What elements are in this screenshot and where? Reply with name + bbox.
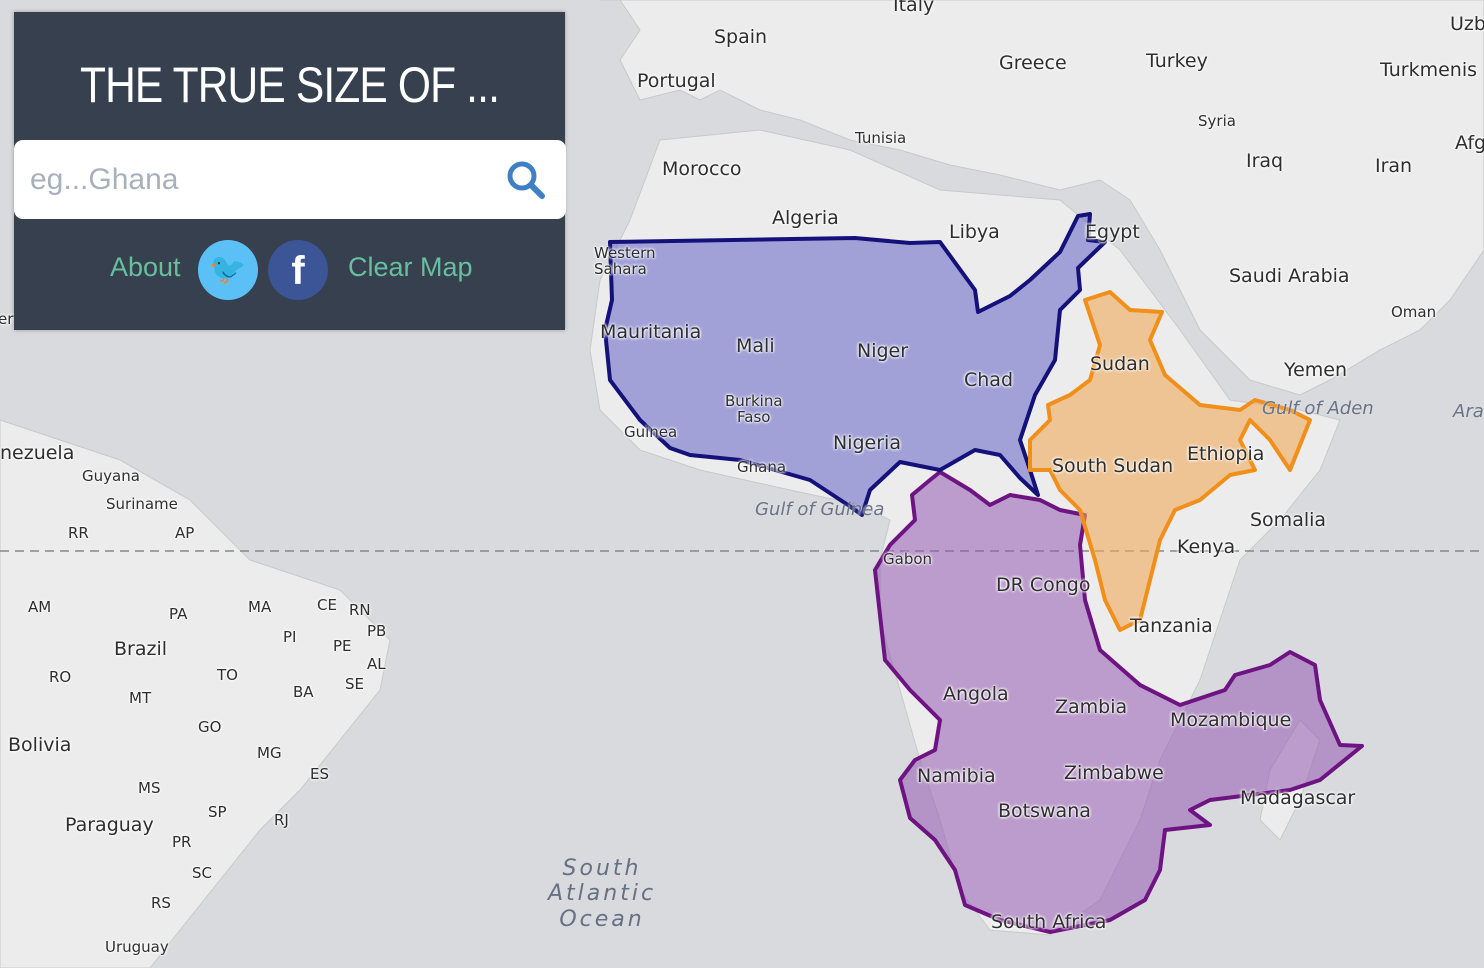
map-label: Uzb — [1450, 13, 1484, 35]
map-label: MG — [257, 744, 282, 762]
map-label: Guinea — [624, 423, 678, 441]
map-label: Sudan — [1090, 353, 1150, 375]
map-label: Nigeria — [833, 432, 901, 454]
map-label: DR Congo — [996, 574, 1091, 596]
map-label: GO — [198, 718, 222, 736]
about-link[interactable]: About — [110, 252, 181, 282]
map-label: Afg — [1455, 132, 1484, 154]
search-box — [14, 140, 566, 219]
map-label: Western Sahara — [594, 244, 656, 278]
map-label: Kenya — [1177, 536, 1236, 558]
map-label: Turkmenis — [1380, 59, 1477, 81]
map-label: Gulf of Aden — [1262, 398, 1374, 419]
map-label: Madagascar — [1240, 787, 1356, 809]
map-label: Spain — [714, 26, 768, 48]
map-label: Yemen — [1284, 359, 1348, 381]
map-label: AM — [28, 598, 52, 616]
map-label: TO — [217, 666, 238, 684]
map-label: Mozambique — [1170, 709, 1292, 731]
map-label: Niger — [857, 340, 909, 362]
map-label: Gabon — [883, 550, 933, 568]
map-label: Ghana — [737, 458, 787, 476]
map-label: Tunisia — [855, 129, 907, 147]
map-label: South Africa — [991, 911, 1107, 933]
search-input[interactable] — [28, 152, 492, 208]
map-label: Guyana — [82, 467, 140, 485]
map-label: SP — [208, 803, 227, 821]
map-label: PE — [333, 637, 352, 655]
map-label: PI — [283, 628, 297, 646]
map-label: PR — [172, 833, 192, 851]
map-label: Uruguay — [105, 938, 169, 956]
map-label: Egypt — [1085, 221, 1140, 243]
map-label: Ethiopia — [1187, 443, 1265, 465]
map-label: AL — [367, 655, 386, 673]
map-label: Iran — [1375, 155, 1413, 177]
map-label: RR — [68, 524, 89, 542]
map-label: Algeria — [772, 207, 839, 229]
search-panel: THE TRUE SIZE OF ... About 🐦 f Clear Map — [14, 12, 566, 330]
map-label: RJ — [274, 811, 289, 829]
map-label: MA — [248, 598, 272, 616]
map-label: Portugal — [637, 70, 716, 92]
map-label: Oman — [1391, 303, 1437, 321]
map-label: RO — [49, 668, 72, 686]
twitter-bird-icon: 🐦 — [209, 252, 247, 287]
land-europe-mideast — [600, 0, 1484, 396]
map-label: MS — [138, 779, 161, 797]
map-label: Saudi Arabia — [1229, 265, 1350, 287]
overlay-india[interactable] — [1028, 290, 1312, 632]
map-label: AP — [175, 524, 195, 542]
map-label: Libya — [949, 221, 1000, 243]
map-label: ES — [310, 765, 329, 783]
map-label: Gulf of Guinea — [755, 499, 885, 520]
land-south-america — [0, 419, 391, 968]
map-label: SE — [345, 675, 364, 693]
map-label: Iraq — [1246, 150, 1284, 172]
map-label: Syria — [1198, 112, 1236, 130]
facebook-button[interactable]: f — [268, 240, 328, 300]
map-label: Zimbabwe — [1064, 762, 1164, 784]
clear-map-link[interactable]: Clear Map — [348, 252, 473, 282]
map-label: Burkina Faso — [725, 392, 783, 426]
map-label: nezuela — [0, 442, 75, 464]
facebook-icon: f — [291, 249, 305, 293]
map-label: Mauritania — [600, 321, 702, 343]
map-label: Chad — [964, 369, 1014, 391]
map-label: Bolivia — [8, 734, 72, 756]
map-label: RS — [151, 894, 171, 912]
map-label: BA — [293, 683, 314, 701]
map-label: Zambia — [1055, 696, 1128, 718]
map-label: Mali — [736, 335, 775, 357]
map-label: PA — [169, 605, 188, 623]
map-label: Morocco — [662, 158, 742, 180]
map-label: Paraguay — [65, 814, 154, 836]
map-label-ocean: South Atlantic Ocean — [548, 856, 657, 932]
map-label: Turkey — [1146, 50, 1208, 72]
map-label: Angola — [943, 683, 1009, 705]
map-label: Botswana — [998, 800, 1091, 822]
map-label: Namibia — [917, 765, 996, 787]
map-label: South Sudan — [1052, 455, 1174, 477]
map-label: Brazil — [114, 638, 168, 660]
app-title: THE TRUE SIZE OF ... — [79, 57, 500, 113]
overlay-purple-country[interactable] — [873, 470, 1364, 934]
map-label: Tanzania — [1130, 615, 1213, 637]
map-label: PB — [367, 622, 387, 640]
map-label: Ara — [1453, 401, 1484, 422]
map-label: RN — [349, 601, 371, 619]
map-label: Greece — [999, 52, 1067, 74]
map-label: SC — [192, 864, 212, 882]
map-label: CE — [317, 596, 337, 614]
twitter-button[interactable]: 🐦 — [198, 240, 258, 300]
map-label: Italy — [893, 0, 935, 16]
map-label: Suriname — [106, 495, 178, 513]
map-label: MT — [129, 689, 152, 707]
search-icon[interactable] — [504, 158, 548, 202]
map-label: Somalia — [1250, 509, 1327, 531]
